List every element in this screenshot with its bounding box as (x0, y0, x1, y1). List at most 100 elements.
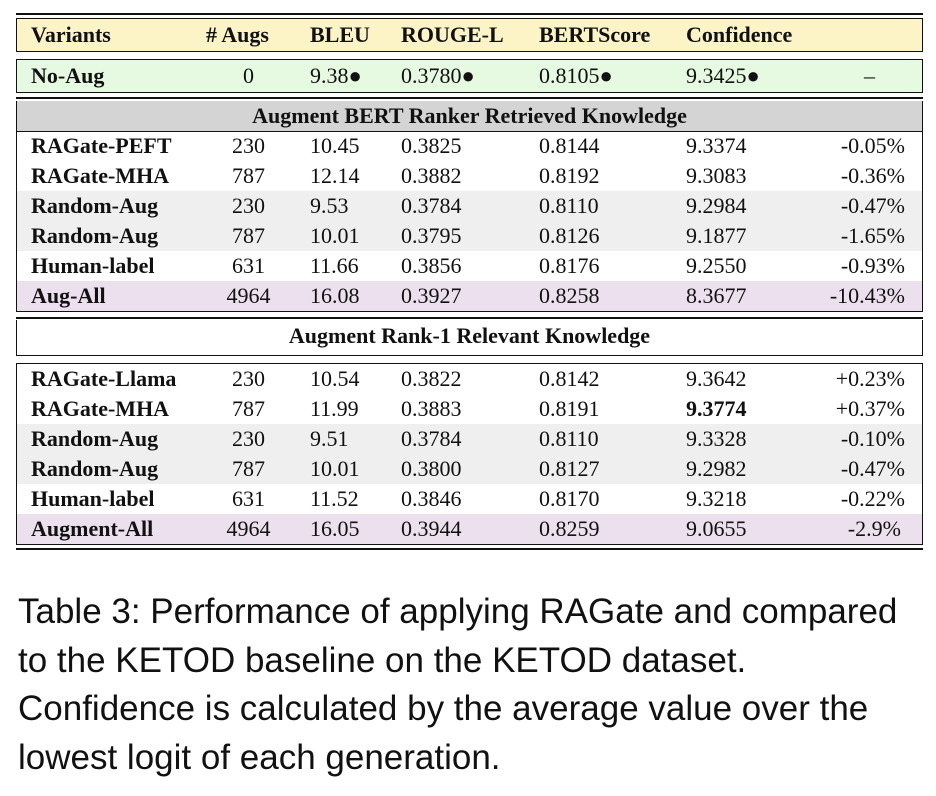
table-cell: 787 (232, 163, 265, 188)
table-cell: 0 (243, 63, 254, 88)
table-cell: 0.8127 (539, 456, 600, 481)
header-band (16, 19, 923, 51)
table-cell: -0.47% (840, 456, 905, 481)
rule (16, 97, 923, 99)
table-cell: 12.14 (310, 163, 360, 188)
table-cell: 0.3846 (401, 486, 462, 511)
table-cell: 0.3822 (401, 366, 462, 391)
table-cell: 0.8258 (539, 283, 600, 308)
table-cell: -0.05% (840, 133, 905, 158)
table-cell: 0.3780● (401, 63, 475, 88)
table-cell: 11.52 (310, 486, 359, 511)
table-cell: Random-Aug (31, 426, 159, 451)
section-title: Augment BERT Ranker Retrieved Knowledge (252, 103, 687, 128)
table-cell: Aug-All (31, 283, 106, 308)
table-cell: 10.54 (310, 366, 360, 391)
table-cell: 230 (232, 426, 265, 451)
table-cell: 4964 (226, 283, 271, 308)
table-cell: 0.3856 (401, 253, 462, 278)
table-cell: 9.3642 (686, 366, 747, 391)
rule (16, 363, 923, 364)
table-cell: No-Aug (31, 63, 105, 88)
table-cell: 0.3800 (401, 456, 462, 481)
table-row: Human-label 631 11.66 0.3856 0.8176 9.25… (16, 251, 923, 281)
table-row: Random-Aug 787 10.01 0.3795 0.8126 9.187… (16, 221, 923, 251)
column-header: ROUGE-L (401, 22, 504, 47)
table-cell: 0.8142 (539, 366, 600, 391)
column-header: Confidence (686, 22, 793, 47)
column-header: # Augs (206, 22, 269, 47)
table-cell: 4964 (226, 516, 271, 541)
section2-all-band (16, 514, 923, 544)
table-row: RAGate-Llama 230 10.54 0.3822 0.8142 9.3… (16, 364, 923, 394)
table-cell: 0.3825 (401, 133, 462, 158)
rule (16, 311, 923, 312)
baseline-band (16, 60, 923, 92)
table-cell: -0.93% (840, 253, 905, 278)
table-cell: 0.8191 (539, 396, 600, 421)
table-cell: 9.51 (310, 426, 349, 451)
table-cell: 9.3218 (686, 486, 747, 511)
bottom-rule (16, 548, 923, 550)
table-cell: 787 (232, 223, 265, 248)
table-cell: 787 (232, 396, 265, 421)
table-cell: 230 (232, 193, 265, 218)
table-cell: RAGate-MHA (31, 396, 170, 421)
table-cell: -0.36% (840, 163, 905, 188)
table-cell: -10.43% (829, 283, 905, 308)
table-cell: 9.3374 (686, 133, 747, 158)
table-cell: 0.3795 (401, 223, 462, 248)
section1-title-band (16, 101, 923, 131)
table-cell: -1.65% (840, 223, 905, 248)
table-cell: 631 (232, 486, 265, 511)
table-row: RAGate-MHA 787 11.99 0.3883 0.8191 9.377… (16, 394, 923, 424)
table-row: Aug-All 4964 16.08 0.3927 0.8258 8.3677 … (16, 281, 923, 311)
column-header: BLEU (310, 22, 370, 47)
rule (16, 18, 923, 19)
table-cell: 16.08 (310, 283, 360, 308)
table-cell: 631 (232, 253, 265, 278)
table-cell: 0.8176 (539, 253, 600, 278)
table-cell: 0.8192 (539, 163, 600, 188)
table-cell: -0.10% (840, 426, 905, 451)
column-header: Variants (31, 22, 111, 47)
table-cell: 9.2982 (686, 456, 747, 481)
rule (16, 92, 923, 93)
table-cell: 9.38● (310, 63, 362, 88)
table-cell: 9.2550 (686, 253, 747, 278)
table-cell: 0.3882 (401, 163, 462, 188)
table-cell: 0.8105● (539, 63, 613, 88)
table-cell: 16.05 (310, 516, 360, 541)
section1-alt-band (16, 191, 923, 251)
top-rule (16, 13, 923, 15)
table-cell: 11.66 (310, 253, 359, 278)
section2-title-band (16, 320, 923, 355)
table-cell: 230 (232, 133, 265, 158)
table-cell: 10.01 (310, 223, 360, 248)
table-cell: 0.3784 (401, 426, 462, 451)
table-cell: Human-label (31, 486, 155, 511)
rule (16, 355, 923, 356)
table-cell: 10.45 (310, 133, 360, 158)
table-cell: 9.2984 (686, 193, 747, 218)
table-cell: – (864, 63, 875, 88)
table-cell: 0.8144 (539, 133, 600, 158)
table-row: RAGate-PEFT 230 10.45 0.3825 0.8144 9.33… (16, 131, 923, 161)
table-cell: +0.23% (835, 366, 905, 391)
table-cell: 0.8259 (539, 516, 600, 541)
table-cell: RAGate-PEFT (31, 133, 172, 158)
table-row: Random-Aug 230 9.53 0.3784 0.8110 9.2984… (16, 191, 923, 221)
table-cell: 9.0655 (686, 516, 747, 541)
table-cell: Random-Aug (31, 193, 159, 218)
table-cell: 0.8170 (539, 486, 600, 511)
table-row: Augment-All 4964 16.05 0.3944 0.8259 9.0… (16, 514, 923, 544)
section-title: Augment Rank-1 Relevant Knowledge (288, 323, 651, 348)
table-cell: 0.3927 (401, 283, 462, 308)
best-confidence-cell: 9.3774 (686, 396, 747, 421)
table-cell: 230 (232, 366, 265, 391)
table-cell: 0.3784 (401, 193, 462, 218)
table-cell: Augment-All (31, 516, 154, 541)
table-row: RAGate-MHA 787 12.14 0.3882 0.8192 9.308… (16, 161, 923, 191)
table-cell: 8.3677 (686, 283, 747, 308)
table-row: Random-Aug 787 10.01 0.3800 0.8127 9.298… (16, 454, 923, 484)
